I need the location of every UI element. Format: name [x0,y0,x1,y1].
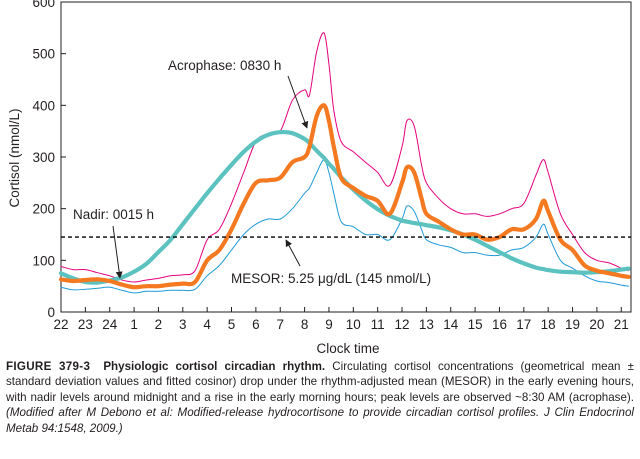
y-tick-label: 400 [32,98,55,113]
series-line-sd-upper [60,32,630,283]
x-tick-label: 12 [395,317,410,332]
x-tick-label: 3 [179,317,187,332]
y-tick-label: 200 [32,202,55,217]
x-tick-label: 7 [276,317,284,332]
y-axis: 0 100 200 300 400 500 600 [32,0,66,320]
x-tick-label: 23 [78,317,93,332]
x-tick-label: 8 [301,317,309,332]
y-tick-label: 100 [32,253,55,268]
acrophase-label: Acrophase: 0830 h [168,58,281,73]
x-tick-label: 18 [541,317,556,332]
x-tick-label: 22 [53,317,68,332]
series-layer [58,32,631,294]
caption-lead: Physiologic cortisol circadian rhythm. [103,360,326,373]
x-tick-label: 15 [468,317,483,332]
x-tick-label: 19 [565,317,580,332]
series-line-geometric-mean [58,103,631,290]
x-tick-label: 20 [589,317,604,332]
x-tick-label: 13 [419,317,434,332]
x-tick-label: 5 [228,317,236,332]
x-axis: 22 23 24 1 2 3 4 5 6 7 8 9 10 11 12 13 14 15 16 17 18 19 20 21 [53,307,629,332]
caption-body: Circulating cortisol concentrations (geo… [6,360,634,404]
x-tick-label: 10 [346,317,361,332]
figure-number: FIGURE 379-3 [6,360,91,373]
x-tick-label: 24 [102,317,118,332]
mesor-arrow [285,239,301,267]
mesor-label: MESOR: 5.25 μg/dL (145 nmol/L) [231,271,431,286]
x-tick-label: 17 [516,317,531,332]
x-axis-label: Clock time [316,341,379,356]
y-tick-label: 600 [32,0,55,10]
x-tick-label: 6 [252,317,260,332]
nadir-arrow [112,225,123,279]
caption-citation: (Modified after M Debono et al: Modified… [6,406,634,435]
x-tick-label: 14 [443,317,459,332]
y-tick-label: 500 [32,47,55,62]
acrophase-arrow [287,75,309,129]
x-tick-label: 4 [203,317,211,332]
x-tick-label: 21 [614,317,629,332]
series-line-sd-lower [60,159,630,294]
nadir-label: Nadir: 0015 h [73,207,154,222]
y-axis-label: Cortisol (nmol/L) [7,108,22,207]
x-tick-label: 16 [492,317,507,332]
x-tick-label: 1 [130,317,138,332]
x-tick-label: 11 [371,317,385,332]
figure-caption: FIGURE 379-3 Physiologic cortisol circad… [6,359,634,436]
x-tick-label: 9 [325,317,333,332]
x-tick-label: 2 [155,317,163,332]
y-tick-label: 300 [32,150,55,165]
y-tick-label: 0 [47,305,55,320]
